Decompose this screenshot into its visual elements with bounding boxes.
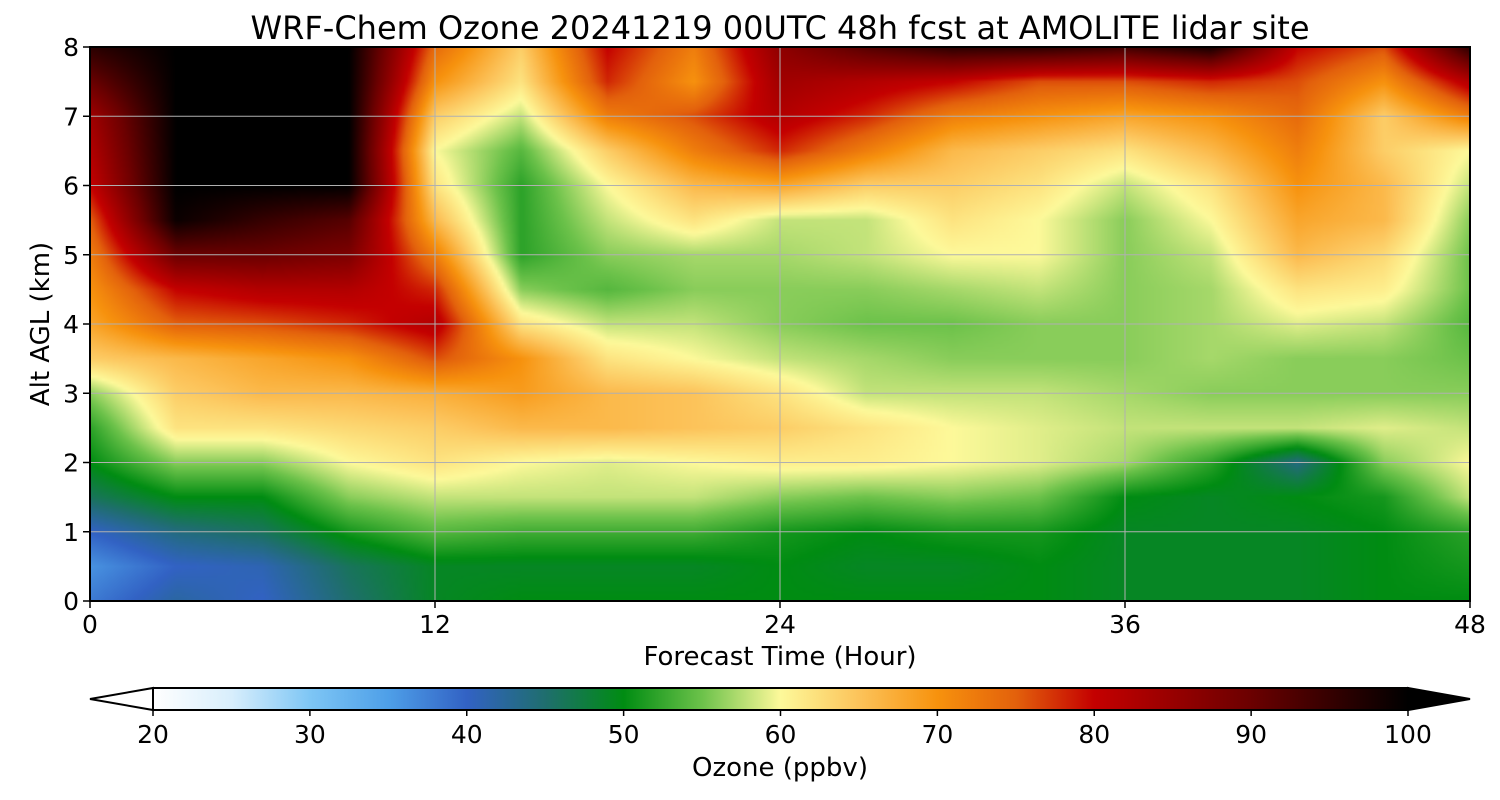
- y-tick-label: 0: [63, 587, 79, 616]
- x-tick-label: 24: [764, 610, 796, 639]
- colorbar-extend-low: [89, 686, 154, 712]
- colorbar-extend-high: [1407, 686, 1471, 712]
- colorbar-tick-label: 50: [608, 720, 640, 749]
- x-axis-label: Forecast Time (Hour): [643, 642, 916, 672]
- y-axis-label: Alt AGL (km): [26, 242, 56, 406]
- colorbar-body: [153, 688, 1408, 710]
- colorbar-tick-label: 100: [1384, 720, 1432, 749]
- y-tick-label: 2: [63, 449, 79, 478]
- colorbar-tick-label: 80: [1078, 720, 1110, 749]
- x-tick-label: 48: [1454, 610, 1486, 639]
- colorbar-tick-label: 30: [294, 720, 326, 749]
- y-tick-label: 6: [63, 172, 79, 201]
- x-tick-label: 0: [82, 610, 98, 639]
- colorbar-tick-label: 60: [765, 720, 797, 749]
- colorbar-tick-label: 40: [451, 720, 483, 749]
- y-tick-label: 8: [63, 33, 79, 62]
- x-tick-label: 36: [1109, 610, 1141, 639]
- y-tick-label: 5: [63, 241, 79, 270]
- y-axis: 0 1 2 3 4 5 6 7 8: [63, 33, 90, 616]
- x-axis: 0 12 24 36 48: [82, 601, 1486, 639]
- colorbar-tick-label: 90: [1235, 720, 1267, 749]
- colorbar-tick-label: 70: [921, 720, 953, 749]
- y-tick-label: 1: [63, 518, 79, 547]
- chart-title: WRF-Chem Ozone 20241219 00UTC 48h fcst a…: [250, 9, 1309, 47]
- y-tick-label: 7: [63, 102, 79, 131]
- colorbar-ticks: 20 30 40 50 60 70 80 90 100: [137, 710, 1432, 749]
- grid: [90, 47, 1470, 601]
- colorbar: 20 30 40 50 60 70 80 90 100: [89, 686, 1471, 749]
- colorbar-label: Ozone (ppbv): [692, 753, 868, 783]
- x-tick-label: 12: [419, 610, 451, 639]
- y-tick-label: 3: [63, 379, 79, 408]
- y-tick-label: 4: [63, 310, 79, 339]
- colorbar-tick-label: 20: [137, 720, 169, 749]
